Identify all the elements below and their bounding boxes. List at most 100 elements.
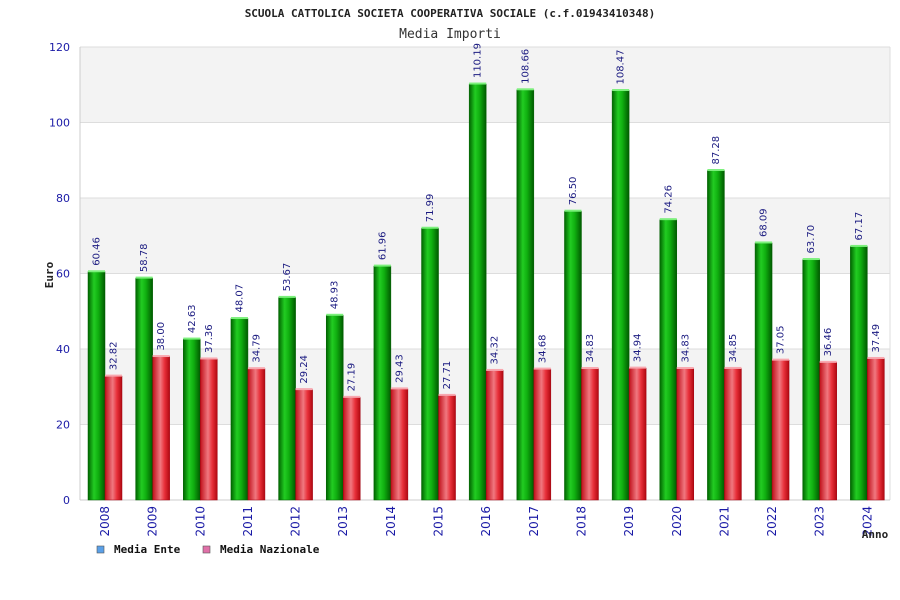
data-label: 74.26 xyxy=(663,185,674,214)
data-label: 27.71 xyxy=(442,361,453,390)
legend-swatch-media-ente xyxy=(96,545,105,554)
data-label: 71.99 xyxy=(425,194,436,223)
bar-top-highlight xyxy=(564,209,582,212)
x-axis-label: Anno xyxy=(862,528,889,541)
bar-media-ente xyxy=(754,242,773,501)
x-tick-label: 2010 xyxy=(193,506,207,537)
bar-media-nazionale xyxy=(628,367,647,501)
data-label: 68.09 xyxy=(759,208,770,237)
y-tick-label: 60 xyxy=(56,268,70,281)
bar-top-highlight xyxy=(612,89,630,92)
x-tick-label: 2008 xyxy=(98,506,112,537)
bar-media-nazionale xyxy=(152,356,170,501)
x-axis: 2008 2009 2010 2011 2012 2013 2014 2015 2016 2017… xyxy=(98,506,874,537)
data-label: 53.67 xyxy=(282,263,293,292)
x-tick-label: 2019 xyxy=(622,506,636,537)
bar-media-nazionale xyxy=(724,368,742,501)
data-label: 34.83 xyxy=(585,334,596,363)
x-tick-label: 2011 xyxy=(241,506,255,537)
bar-top-highlight xyxy=(581,367,599,370)
y-axis-label: Euro xyxy=(43,261,56,288)
x-tick-label: 2015 xyxy=(432,506,446,537)
bar-top-highlight xyxy=(724,366,742,369)
bar-media-nazionale xyxy=(390,388,409,501)
data-label: 29.43 xyxy=(394,354,405,383)
data-label: 36.46 xyxy=(823,328,834,357)
data-label: 32.82 xyxy=(109,341,120,370)
bar-top-highlight xyxy=(772,358,790,361)
bar-top-highlight xyxy=(295,388,313,391)
bar-media-ente xyxy=(564,210,582,501)
data-label: 108.66 xyxy=(520,49,531,84)
x-tick-label: 2016 xyxy=(479,506,493,537)
data-label: 34.79 xyxy=(251,334,262,363)
data-label: 34.85 xyxy=(728,334,739,363)
data-label: 60.46 xyxy=(92,237,103,266)
bar-media-ente xyxy=(659,219,678,501)
bar-media-nazionale xyxy=(533,368,552,501)
bar-top-highlight xyxy=(373,264,391,267)
bar-media-nazionale xyxy=(581,368,599,501)
bar-media-ente xyxy=(421,227,439,501)
bar-media-nazionale xyxy=(295,389,313,501)
bar-media-nazionale xyxy=(438,395,456,501)
bar-top-highlight xyxy=(421,226,439,229)
bar-top-highlight xyxy=(247,367,265,370)
bar-top-highlight xyxy=(183,337,201,340)
y-tick-label: 20 xyxy=(56,419,70,432)
bar-media-nazionale xyxy=(771,359,790,501)
data-label: 76.50 xyxy=(568,177,579,206)
bar-top-highlight xyxy=(200,357,218,360)
y-tick-label: 80 xyxy=(56,192,70,205)
bars-group xyxy=(87,82,885,501)
legend: Media Ente Media Nazionale xyxy=(96,543,320,556)
data-label: 29.24 xyxy=(299,355,310,384)
data-label: 37.05 xyxy=(776,325,787,354)
bar-top-highlight xyxy=(390,387,408,390)
bar-media-ente xyxy=(850,246,868,501)
chart-title: SCUOLA CATTOLICA SOCIETA COOPERATIVA SOC… xyxy=(245,7,656,20)
bar-media-nazionale xyxy=(247,368,266,501)
bar-media-nazionale xyxy=(342,397,361,501)
data-label: 58.78 xyxy=(139,243,150,272)
x-tick-label: 2014 xyxy=(384,506,398,537)
data-label: 63.70 xyxy=(806,225,817,254)
data-label: 34.94 xyxy=(633,333,644,362)
data-labels-group: 60.46 32.82 58.78 38.00 42.63 37.36 48.07 34.79… xyxy=(92,43,882,391)
bar-top-highlight xyxy=(438,393,456,396)
bar-top-highlight xyxy=(516,88,534,91)
bar-top-highlight xyxy=(676,367,694,370)
legend-swatch-media-nazionale xyxy=(202,545,211,554)
bar-top-highlight xyxy=(88,270,105,273)
bar-media-ente xyxy=(611,90,630,501)
bar-top-highlight xyxy=(105,374,122,377)
data-label: 27.19 xyxy=(347,363,358,392)
chart-subtitle: Media Importi xyxy=(399,27,501,42)
bar-top-highlight xyxy=(707,169,725,172)
data-label: 34.68 xyxy=(537,334,548,363)
bar-top-highlight xyxy=(343,395,361,398)
x-tick-label: 2020 xyxy=(670,506,684,537)
x-tick-label: 2009 xyxy=(146,506,160,537)
data-label: 37.36 xyxy=(204,324,215,353)
bar-top-highlight xyxy=(486,368,504,371)
x-tick-label: 2017 xyxy=(527,506,541,537)
bar-media-ente xyxy=(135,277,153,501)
data-label: 34.83 xyxy=(680,334,691,363)
x-tick-label: 2023 xyxy=(813,506,827,537)
bar-top-highlight xyxy=(629,366,647,369)
data-label: 34.32 xyxy=(490,336,501,365)
x-tick-label: 2013 xyxy=(336,506,350,537)
y-axis: 0 20 40 60 80 100 120 xyxy=(49,41,70,507)
y-tick-label: 100 xyxy=(49,117,70,130)
bar-media-ente xyxy=(278,297,296,501)
bar-media-ente xyxy=(230,318,249,501)
bar-media-nazionale xyxy=(485,370,504,501)
data-label: 42.63 xyxy=(187,304,198,333)
bar-media-ente xyxy=(802,259,820,501)
x-tick-label: 2024 xyxy=(860,506,874,537)
bar-top-highlight xyxy=(230,317,248,320)
bar-top-highlight xyxy=(326,313,344,316)
bar-top-highlight xyxy=(867,356,885,359)
